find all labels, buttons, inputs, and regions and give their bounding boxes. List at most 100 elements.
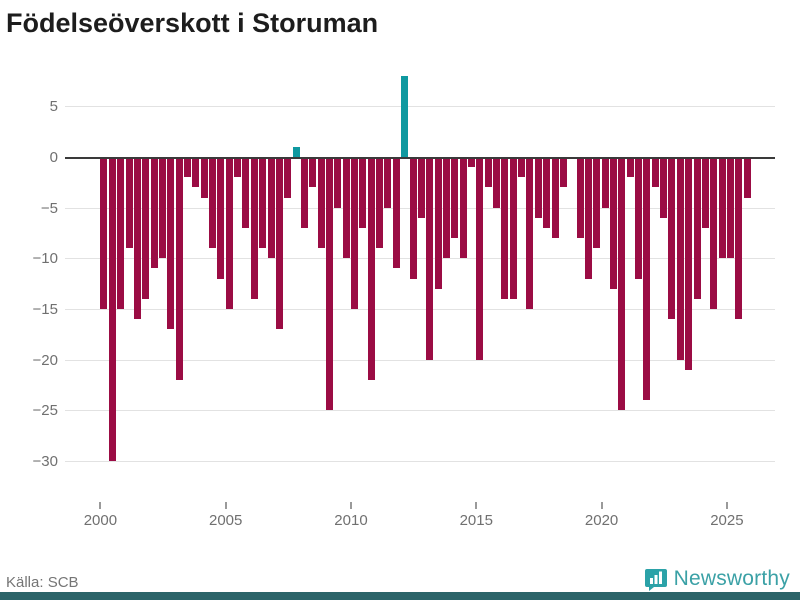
y-axis-label: −30 bbox=[32, 453, 58, 470]
gridline bbox=[65, 461, 775, 462]
bar-2008-t1 bbox=[300, 159, 308, 228]
y-axis-label: −15 bbox=[32, 301, 58, 318]
bar-2023-t3 bbox=[693, 159, 701, 299]
bar-2011-t2 bbox=[384, 159, 392, 208]
bar-2014-t3 bbox=[467, 159, 475, 168]
gridline bbox=[65, 258, 775, 259]
bar-2014-t2 bbox=[459, 159, 467, 259]
bar-2021-t1 bbox=[626, 159, 634, 178]
bar-2013-t2 bbox=[434, 159, 442, 289]
x-axis-label: 2000 bbox=[83, 512, 118, 529]
bar-2006-t1 bbox=[250, 159, 258, 299]
bar-2005-t1 bbox=[225, 159, 233, 309]
source-caption: Källa: SCB bbox=[6, 574, 79, 591]
x-axis-label: 2005 bbox=[209, 512, 243, 529]
bar-2004-t3 bbox=[217, 159, 225, 279]
bar-2015-t3 bbox=[493, 159, 500, 208]
bar-2003-t3 bbox=[192, 159, 200, 188]
y-axis-label: −20 bbox=[32, 352, 58, 369]
bar-2003-t2 bbox=[183, 159, 191, 178]
bar-2022-t2 bbox=[660, 159, 668, 218]
bar-2024-t1 bbox=[701, 159, 709, 228]
bar-2019-t1 bbox=[576, 159, 584, 239]
bar-2005-t2 bbox=[234, 159, 241, 178]
bar-2001-t2 bbox=[133, 159, 141, 320]
bar-2020-t2 bbox=[609, 159, 617, 289]
bar-2006-t3 bbox=[267, 159, 275, 259]
bar-2009-t1 bbox=[325, 159, 333, 411]
bar-2024-t2 bbox=[710, 159, 718, 309]
bar-2011-t3 bbox=[392, 159, 400, 269]
bar-2007-t2 bbox=[284, 159, 292, 198]
bar-2016-t2 bbox=[509, 159, 517, 299]
x-axis-label: 2025 bbox=[710, 512, 744, 529]
bar-2007-t3 bbox=[292, 146, 300, 157]
bar-2002-t1 bbox=[150, 159, 158, 269]
gridline bbox=[65, 309, 775, 310]
bar-2007-t1 bbox=[275, 159, 283, 330]
bar-2000-t3 bbox=[117, 159, 125, 309]
x-axis-tick bbox=[600, 502, 603, 509]
bar-2022-t1 bbox=[651, 159, 659, 188]
bar-2020-t1 bbox=[601, 159, 609, 208]
y-axis-label: −25 bbox=[32, 402, 58, 419]
bar-2012-t3 bbox=[417, 159, 425, 218]
y-axis-label: 5 bbox=[49, 98, 58, 115]
bar-2010-t3 bbox=[367, 159, 375, 380]
x-axis-tick bbox=[99, 502, 102, 509]
bar-2017-t2 bbox=[534, 159, 542, 218]
bar-2014-t1 bbox=[451, 159, 459, 239]
bar-2008-t2 bbox=[309, 159, 317, 188]
bar-2008-t3 bbox=[317, 159, 325, 249]
bar-2005-t3 bbox=[242, 159, 250, 228]
bar-2001-t1 bbox=[125, 159, 133, 249]
y-axis-label: 0 bbox=[49, 149, 58, 166]
bar-2010-t1 bbox=[351, 159, 358, 309]
bar-2016-t1 bbox=[501, 159, 509, 299]
x-axis-label: 2020 bbox=[584, 512, 619, 529]
zero-line bbox=[65, 157, 775, 159]
x-axis-tick bbox=[475, 502, 478, 509]
bar-2003-t1 bbox=[175, 159, 183, 380]
newsworthy-logo-icon bbox=[644, 567, 668, 591]
bar-2013-t1 bbox=[426, 159, 434, 360]
bar-2019-t3 bbox=[593, 159, 601, 249]
bar-2000-t2 bbox=[108, 159, 116, 461]
gridline bbox=[65, 360, 775, 361]
bar-2021-t3 bbox=[643, 159, 651, 401]
gridline bbox=[65, 106, 775, 107]
bar-2024-t3 bbox=[718, 159, 726, 259]
bar-2004-t1 bbox=[200, 159, 208, 198]
bar-2018-t2 bbox=[559, 159, 567, 188]
y-axis-label: −10 bbox=[32, 250, 58, 267]
newsworthy-wordmark: Newsworthy bbox=[673, 567, 790, 590]
bar-2021-t2 bbox=[635, 159, 642, 279]
bar-2011-t1 bbox=[376, 159, 383, 249]
bar-2004-t2 bbox=[209, 159, 216, 249]
bar-2013-t3 bbox=[442, 159, 450, 259]
footer-accent-band bbox=[0, 592, 800, 600]
bar-2001-t3 bbox=[142, 159, 150, 299]
bar-2025-t3 bbox=[743, 159, 751, 198]
bar-2025-t2 bbox=[735, 159, 743, 320]
bar-2009-t3 bbox=[342, 159, 350, 259]
y-axis-label: −5 bbox=[40, 200, 58, 217]
bar-2015-t2 bbox=[484, 159, 492, 188]
x-axis-tick bbox=[725, 502, 728, 509]
x-axis-label: 2015 bbox=[459, 512, 493, 529]
bar-2012-t2 bbox=[409, 159, 417, 279]
bar-2010-t2 bbox=[359, 159, 367, 228]
bar-2023-t2 bbox=[685, 159, 693, 370]
bar-2020-t3 bbox=[618, 159, 626, 411]
bar-2017-t3 bbox=[543, 159, 551, 228]
bar-2006-t2 bbox=[259, 159, 267, 249]
bar-2000-t1 bbox=[100, 159, 108, 309]
x-axis-tick bbox=[224, 502, 227, 509]
bar-2002-t2 bbox=[158, 159, 166, 259]
bar-2009-t2 bbox=[334, 159, 342, 208]
x-axis-label: 2010 bbox=[334, 512, 368, 529]
bar-2022-t3 bbox=[668, 159, 676, 320]
newsworthy-branding: Newsworthy bbox=[644, 567, 790, 591]
bar-2025-t1 bbox=[726, 159, 734, 259]
